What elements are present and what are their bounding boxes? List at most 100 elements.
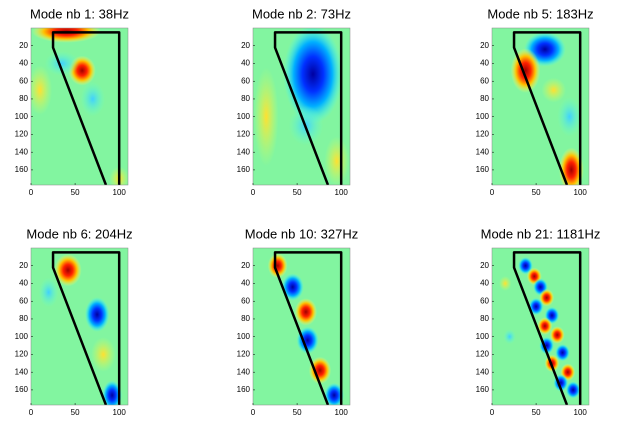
- y-tick-label: 140: [15, 367, 29, 376]
- field-blob: [38, 277, 59, 308]
- domain-outline: [512, 31, 582, 185]
- y-tick-label: 100: [476, 332, 490, 341]
- y-tick-label: 80: [19, 314, 28, 323]
- y-tick-label: 80: [480, 314, 489, 323]
- field-image: [492, 248, 589, 405]
- y-tick-label: 20: [19, 261, 28, 270]
- y-tick-label: 140: [237, 367, 251, 376]
- field-blob: [324, 382, 345, 405]
- field-blob: [537, 317, 553, 335]
- axes-frame: [30, 27, 129, 186]
- x-tick-label: 50: [293, 408, 302, 417]
- field-image: [253, 28, 350, 185]
- field-blob: [557, 96, 582, 137]
- x-tick-label: 0: [251, 188, 256, 197]
- y-tick-label: 40: [19, 59, 28, 68]
- y-tick-label: 100: [15, 332, 29, 341]
- field-blob: [294, 298, 318, 326]
- y-tick-label: 60: [241, 76, 250, 85]
- subplot: Mode nb 10: 327Hz 0 50 100 20 40 60 80 100 120 140…: [237, 226, 359, 417]
- y-tick-label: 20: [19, 41, 28, 50]
- x-tick-label: 100: [335, 188, 349, 197]
- subplot: Mode nb 6: 204Hz 0 50 100 20 40 60 80 100 120 140 1…: [15, 226, 133, 417]
- x-tick-label: 100: [574, 408, 588, 417]
- y-tick-label: 60: [19, 76, 28, 85]
- field-blob: [541, 77, 567, 103]
- y-tick-label: 20: [241, 261, 250, 270]
- subplot-title: Mode nb 6: 204Hz: [26, 226, 132, 241]
- field-blob: [296, 326, 319, 354]
- subplot-title: Mode nb 21: 1181Hz: [481, 226, 601, 241]
- axes-frame: [252, 27, 351, 186]
- field-blob: [102, 380, 123, 405]
- y-tick-label: 80: [241, 314, 250, 323]
- domain-outline: [273, 251, 343, 405]
- y-tick-label: 60: [19, 296, 28, 305]
- field-image: [31, 28, 128, 185]
- x-tick-label: 0: [490, 188, 495, 197]
- subplot: Mode nb 2: 73Hz 0 50 100 20 40 60 80 100 120 140 16…: [237, 6, 351, 197]
- y-tick-label: 120: [476, 130, 490, 139]
- field-blob: [253, 67, 279, 167]
- field-blob: [528, 297, 544, 316]
- y-tick-label: 80: [480, 94, 489, 103]
- y-tick-label: 60: [480, 76, 489, 85]
- domain-outline: [51, 251, 121, 405]
- y-tick-label: 100: [476, 112, 490, 121]
- field-blob: [31, 65, 53, 115]
- x-tick-label: 0: [490, 408, 495, 417]
- field-blob: [565, 381, 581, 399]
- y-tick-label: 120: [476, 350, 490, 359]
- field-image: [253, 248, 350, 405]
- field-background: [253, 248, 350, 405]
- y-tick-label: 160: [476, 385, 490, 394]
- y-tick-label: 20: [480, 261, 489, 270]
- y-tick-label: 100: [237, 332, 251, 341]
- x-tick-label: 50: [293, 188, 302, 197]
- y-tick-label: 40: [19, 279, 28, 288]
- y-tick-label: 20: [480, 41, 489, 50]
- y-tick-label: 160: [476, 165, 490, 174]
- subplot-title: Mode nb 1: 38Hz: [30, 6, 129, 21]
- y-tick-label: 40: [480, 59, 489, 68]
- subplot: Mode nb 1: 38Hz 0 50 100 20 40 60 80 100 120 140 16…: [15, 6, 129, 197]
- field-blob: [518, 257, 533, 275]
- y-tick-label: 120: [15, 130, 29, 139]
- field-blob: [324, 136, 350, 185]
- axes-frame: [491, 27, 590, 186]
- y-tick-label: 40: [480, 279, 489, 288]
- x-tick-label: 50: [532, 408, 541, 417]
- y-tick-label: 160: [15, 385, 29, 394]
- axes-frame: [252, 247, 351, 406]
- x-tick-label: 0: [29, 188, 34, 197]
- field-blob: [54, 254, 82, 287]
- field-blob: [499, 276, 512, 291]
- field-blob: [90, 337, 116, 372]
- y-tick-label: 100: [237, 112, 251, 121]
- y-tick-label: 120: [15, 350, 29, 359]
- y-tick-label: 140: [15, 147, 29, 156]
- y-tick-label: 80: [19, 94, 28, 103]
- axes-frame: [491, 247, 590, 406]
- domain-outline: [512, 251, 582, 405]
- y-tick-label: 160: [237, 385, 251, 394]
- x-tick-label: 100: [335, 408, 349, 417]
- x-tick-label: 100: [113, 188, 127, 197]
- x-tick-label: 100: [113, 408, 127, 417]
- x-tick-label: 50: [532, 188, 541, 197]
- field-blob: [539, 288, 555, 307]
- y-tick-label: 140: [237, 147, 251, 156]
- y-tick-label: 140: [476, 367, 490, 376]
- field-blob: [510, 48, 541, 93]
- y-tick-label: 60: [480, 296, 489, 305]
- y-tick-label: 120: [237, 350, 251, 359]
- domain-outline: [51, 31, 121, 185]
- x-tick-label: 0: [251, 408, 256, 417]
- y-tick-label: 160: [15, 165, 29, 174]
- x-tick-label: 100: [574, 188, 588, 197]
- subplot-title: Mode nb 10: 327Hz: [245, 226, 358, 241]
- y-tick-label: 40: [241, 279, 250, 288]
- y-tick-label: 20: [241, 41, 250, 50]
- axes-frame: [30, 247, 129, 406]
